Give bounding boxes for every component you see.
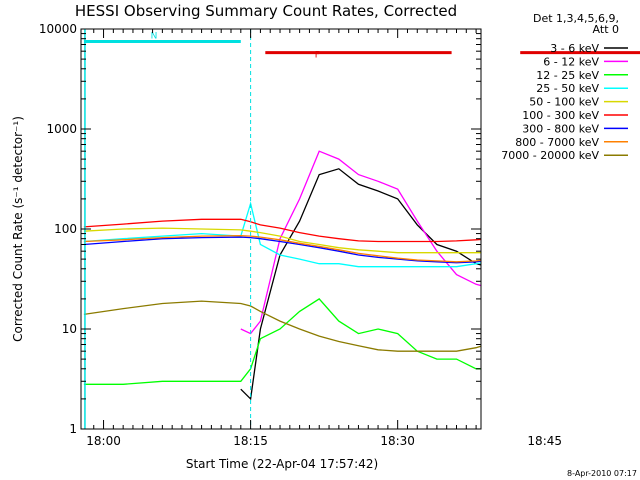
legend-entry-label: 3 - 6 keV [550,42,599,55]
x-axis-label: Start Time (22-Apr-04 17:57:42) [186,457,378,471]
legend-entry-label: 12 - 25 keV [536,69,599,82]
series-line-9 [83,300,481,352]
y-tick-label: 1 [69,422,77,436]
legend-entry-label: 50 - 100 keV [529,96,599,109]
series-line-3 [83,298,481,385]
flag-f-label: F [315,51,320,61]
flag-n-label: N [151,31,158,41]
legend-entry-label: 300 - 800 keV [522,122,599,135]
series-line-8 [83,234,481,263]
chart-title: HESSI Observing Summary Count Rates, Cor… [75,2,457,20]
x-tick-label: 18:15 [233,434,268,448]
legend-entry-label: 800 - 7000 keV [515,136,599,149]
series-line-2 [240,150,481,335]
series-layer [83,150,481,401]
y-axis-label: Corrected Count Rate (s⁻¹ detector⁻¹) [11,116,25,342]
y-tick-label: 100 [54,222,77,236]
x-tick-label: 18:30 [380,434,415,448]
x-tick-label: 18:00 [86,434,121,448]
series-line-6 [83,218,481,243]
y-tick-label: 10000 [39,22,77,36]
series-line-5 [83,227,481,254]
series-line-7 [83,236,481,264]
legend-entry-label: 7000 - 20000 keV [501,149,599,162]
legend-entry-label: 6 - 12 keV [543,55,599,68]
legend-header: Det 1,3,4,5,6,9, [533,12,619,25]
y-axis-ticks: 1 10 100 1000 10000 [39,22,481,436]
timestamp-stamp: 8-Apr-2010 07:17 [567,469,637,478]
legend-entry-label: 25 - 50 keV [536,82,599,95]
y-tick-label: 1000 [46,122,77,136]
y-tick-label: 10 [62,322,77,336]
x-tick-label: 18:45 [527,434,562,448]
legend-entry-label: 100 - 300 keV [522,109,599,122]
series-line-4 [83,201,481,268]
series-line-1 [240,168,481,401]
legend-header: Att 0 [593,23,619,36]
